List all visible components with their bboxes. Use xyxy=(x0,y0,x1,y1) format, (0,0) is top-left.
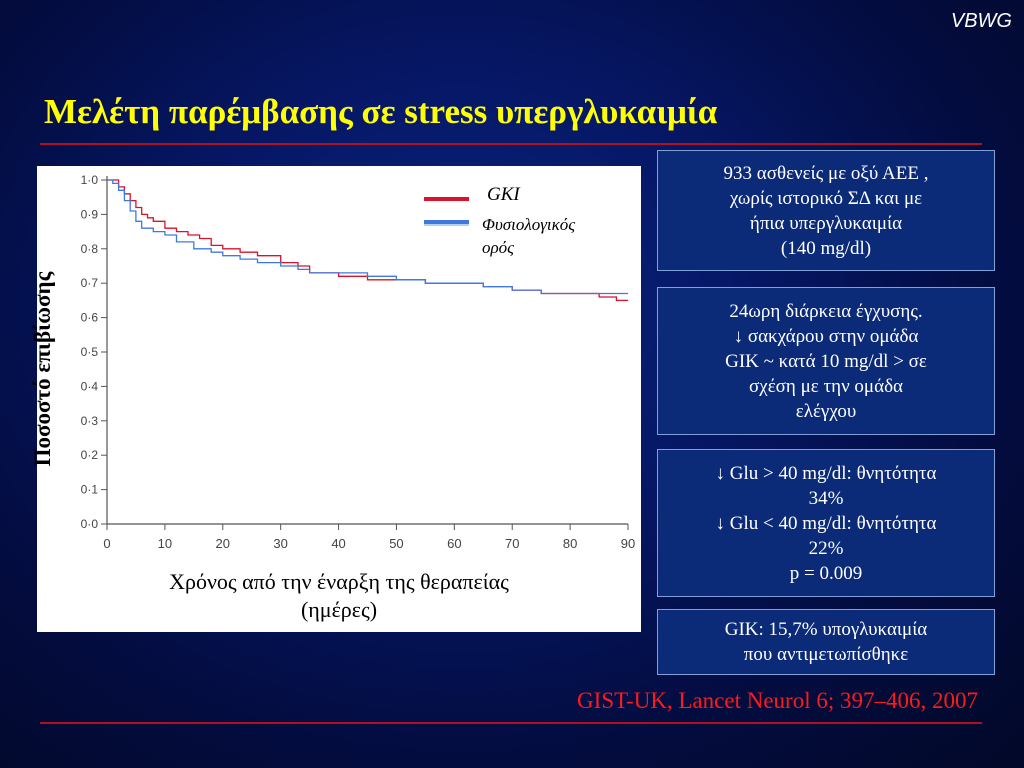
x-tick-label: 40 xyxy=(331,536,345,551)
info-line: 933 ασθενείς με οξύ ΑΕΕ , xyxy=(723,162,929,184)
chart-panel: 0·0 0·1 0·2 0·3 0·4 0·5 0·6 0·7 0·8 0·9 1·0 0 10 20 30… xyxy=(37,166,641,632)
info-line: ελέγχου xyxy=(795,400,857,422)
x-axis-title-line1: Χρόνος από την έναρξη της θεραπείας xyxy=(169,569,509,594)
x-axis-title-line2: (ημέρες) xyxy=(300,597,378,622)
info-line: που αντιμετωπίσθηκε xyxy=(743,644,909,665)
info-line: ↓ Glu > 40 mg/dl: θνητότητα xyxy=(715,462,937,484)
y-tick-label: 0·7 xyxy=(81,276,99,290)
x-tick-label: 0 xyxy=(103,536,110,551)
y-tick-label: 0·6 xyxy=(81,311,99,325)
footer-rule xyxy=(40,722,982,724)
survival-chart: 0·0 0·1 0·2 0·3 0·4 0·5 0·6 0·7 0·8 0·9 1·0 0 10 20 30… xyxy=(81,173,636,551)
info-line: 34% xyxy=(808,487,844,509)
info-box-hypoglycemia: GIK: 15,7% υπογλυκαιμία που αντιμετωπίσθ… xyxy=(657,609,995,675)
title-rule xyxy=(40,143,982,145)
y-tick-label: 0·0 xyxy=(81,517,99,531)
y-tick-label: 0·1 xyxy=(81,483,99,497)
x-tick-label: 90 xyxy=(621,536,635,551)
series-line-physio xyxy=(107,179,628,295)
info-box-patients: 933 ασθενείς με οξύ ΑΕΕ , χωρίς ιστορικό… xyxy=(657,150,995,271)
brand-logo: VBWG xyxy=(950,10,1012,32)
y-tick-label: 0·4 xyxy=(81,379,99,393)
info-line: p = 0.009 xyxy=(789,562,863,584)
info-line: GIK: 15,7% υπογλυκαιμία xyxy=(724,619,928,640)
info-line: 22% xyxy=(808,537,844,559)
x-tick-label: 70 xyxy=(505,536,519,551)
slide-title: Μελέτη παρέμβασης σε stress υπεργλυκαιμί… xyxy=(44,92,718,131)
info-line: GIK ~ κατά 10 mg/dl > σε xyxy=(725,350,927,372)
info-line: χωρίς ιστορικό ΣΔ και με xyxy=(729,187,923,209)
x-tick-label: 80 xyxy=(563,536,577,551)
x-tick-label: 20 xyxy=(216,536,230,551)
legend-label-physio-line1: Φυσιολογικός xyxy=(482,215,576,234)
info-box-mortality: ↓ Glu > 40 mg/dl: θνητότητα 34% ↓ Glu < … xyxy=(657,449,995,597)
x-tick-label: 60 xyxy=(447,536,461,551)
info-line: σχέση με την ομάδα xyxy=(749,375,903,397)
legend-label-gki: GKI xyxy=(487,184,520,205)
y-tick-label: 0·8 xyxy=(81,242,99,256)
x-tick-label: 50 xyxy=(389,536,403,551)
info-box-infusion: 24ωρη διάρκεια έγχυσης. ↓ σακχάρου στην … xyxy=(657,287,995,435)
y-axis-title: Ποσοστό επιβίωσης xyxy=(30,271,55,467)
legend-label-physio-line2: ορός xyxy=(482,238,515,257)
y-tick-label: 0·5 xyxy=(81,345,99,359)
info-line: ήπια υπεργλυκαιμία xyxy=(749,212,903,234)
info-line: ↓ Glu < 40 mg/dl: θνητότητα xyxy=(715,512,937,534)
x-tick-label: 10 xyxy=(158,536,172,551)
y-tick-label: 0·3 xyxy=(81,414,99,428)
legend-label-physio: Φυσιολογικός ορός xyxy=(482,213,622,259)
info-line: ↓ σακχάρου στην ομάδα xyxy=(733,325,919,347)
y-tick-label: 0·9 xyxy=(81,207,99,221)
info-line: 24ωρη διάρκεια έγχυσης. xyxy=(729,300,923,322)
citation: GIST-UK, Lancet Neurol 6; 397–406, 2007 xyxy=(577,688,978,713)
x-axis-title: Χρόνος από την έναρξη της θεραπείας (ημέ… xyxy=(37,568,641,624)
x-tick-label: 30 xyxy=(273,536,287,551)
info-line: (140 mg/dl) xyxy=(780,237,872,259)
y-tick-label: 0·2 xyxy=(81,448,99,462)
y-tick-label: 1·0 xyxy=(81,173,99,187)
